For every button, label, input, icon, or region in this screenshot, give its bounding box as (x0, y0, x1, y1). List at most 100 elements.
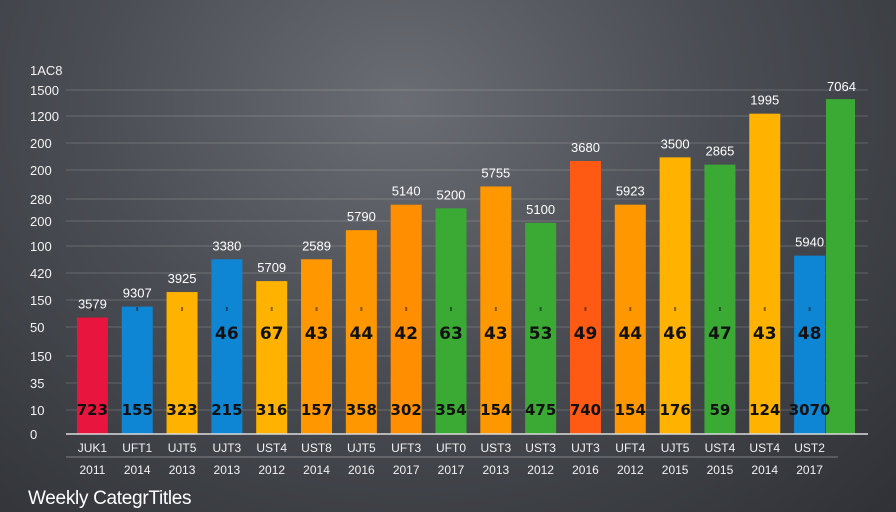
bar-top-label: 7064 (827, 79, 856, 94)
bar-bottom-label: 176 (659, 401, 690, 419)
bar-tick-mark (718, 307, 721, 311)
x-category-year: 2017 (438, 463, 465, 477)
bar-mid-label: 46 (215, 324, 239, 344)
bar-top-label: 5940 (795, 235, 824, 250)
y-axis-ticks: 1AC8150012002002002802001004201505015035… (30, 63, 63, 442)
x-category-year: 2011 (80, 463, 106, 477)
bar-top-label: 3500 (661, 136, 690, 151)
bar-top-label: 5755 (481, 165, 510, 180)
y-tick-label: 1AC8 (30, 63, 63, 78)
x-category-label: UST3 (525, 441, 556, 455)
y-tick-label: 150 (30, 293, 52, 308)
x-category-label: JUK1 (78, 441, 108, 455)
bar-top-label: 5709 (257, 260, 286, 275)
x-category-label: UST8 (301, 441, 332, 455)
bar-bottom-label: 316 (256, 401, 287, 419)
bar (794, 255, 826, 434)
bar-top-label: 2589 (302, 238, 331, 253)
bar (121, 306, 153, 434)
bar-tick-mark (629, 307, 632, 311)
x-category-label: UST2 (794, 441, 825, 455)
bar (166, 292, 198, 434)
y-tick-label: 1200 (30, 109, 59, 124)
bar (704, 164, 736, 434)
bar-top-label: 5790 (347, 209, 376, 224)
x-category-label: UST4 (749, 441, 780, 455)
bar-tick-mark (270, 307, 273, 311)
x-category-year: 2013 (482, 463, 509, 477)
bar-bottom-label: 59 (710, 401, 731, 419)
bar (211, 259, 243, 434)
bar-mid-label: 53 (529, 324, 553, 344)
x-category-year: 2017 (393, 463, 420, 477)
x-category-label: UJT5 (661, 441, 690, 455)
bar-top-label: 5100 (526, 202, 555, 217)
bar-top-label: 1995 (750, 93, 779, 108)
x-category-year: 2012 (527, 463, 554, 477)
x-category-label: UST4 (705, 441, 736, 455)
x-category-label: UST3 (480, 441, 511, 455)
bar-bottom-label: 302 (391, 401, 422, 419)
bar-mid-label: 48 (798, 324, 822, 344)
bar-bottom-label: 157 (301, 401, 332, 419)
bar-bottom-label: 723 (77, 401, 108, 419)
bar-top-label: 3579 (78, 297, 107, 312)
y-tick-label: 100 (30, 239, 52, 254)
y-tick-label: 10 (30, 403, 44, 418)
x-category-label: UFT1 (122, 441, 152, 455)
bar-top-label: 3925 (168, 271, 197, 286)
x-category-year: 2014 (751, 463, 778, 477)
bar-top-label: 2865 (705, 144, 734, 159)
y-tick-label: 1500 (30, 83, 59, 98)
x-category-year: 2013 (169, 463, 196, 477)
bar-top-label: 5140 (392, 184, 421, 199)
bar-labels: 7064 3579 723 9307 155 3925 323 3380 46 215 5709 67… (77, 79, 856, 419)
bar (480, 186, 512, 434)
x-category-year: 2012 (258, 463, 285, 477)
x-category-year: 2014 (303, 463, 330, 477)
bar (659, 157, 691, 435)
bar-tick-mark (136, 307, 139, 311)
x-category-label: UJT3 (571, 441, 600, 455)
bar-mid-label: 43 (753, 324, 777, 344)
bar-mid-label: 47 (708, 324, 732, 344)
x-category-label: UJT3 (213, 441, 242, 455)
bar-tick-mark (225, 307, 228, 311)
y-tick-label: 50 (30, 320, 44, 335)
x-category-year: 2013 (214, 463, 241, 477)
bar (569, 161, 601, 434)
bar (301, 259, 333, 434)
x-category-year: 2016 (572, 463, 599, 477)
bar-bottom-label: 155 (122, 401, 153, 419)
bar-bottom-label: 354 (435, 401, 466, 419)
y-tick-label: 200 (30, 214, 52, 229)
bar-bottom-label: 215 (211, 401, 242, 419)
y-tick-label: 200 (30, 136, 52, 151)
bar-mid-label: 42 (394, 324, 418, 344)
bar (525, 222, 557, 434)
bar-series (76, 99, 855, 435)
x-category-label: UJT5 (168, 441, 197, 455)
bar (435, 208, 467, 434)
x-axis: JUK1 2011 UFT1 2014 UJT5 2013 UJT3 2013 UST4 2012… (66, 433, 868, 477)
bar-top-label: 3680 (571, 140, 600, 155)
bar-tick-mark (763, 307, 766, 311)
x-category-year: 2012 (617, 463, 644, 477)
bar-bottom-label: 740 (570, 401, 601, 419)
x-category-year: 2015 (707, 463, 734, 477)
bar-mid-label: 67 (260, 324, 284, 344)
bar-tick-mark (808, 307, 811, 311)
bar-top-label: 3380 (212, 238, 241, 253)
bar-tick-mark (674, 307, 677, 311)
bar-tick-mark (315, 307, 318, 311)
bar-mid-label: 49 (574, 324, 598, 344)
bar-tick-mark (450, 307, 452, 311)
x-category-label: UST4 (256, 441, 287, 455)
bar-bottom-label: 323 (166, 401, 197, 419)
chart-footer-title: Weekly CategrTitles (28, 488, 192, 509)
bar-tick-mark (584, 307, 587, 311)
bar-bottom-label: 3070 (789, 401, 831, 419)
bar-bottom-label: 124 (749, 401, 780, 419)
bar (345, 230, 377, 434)
